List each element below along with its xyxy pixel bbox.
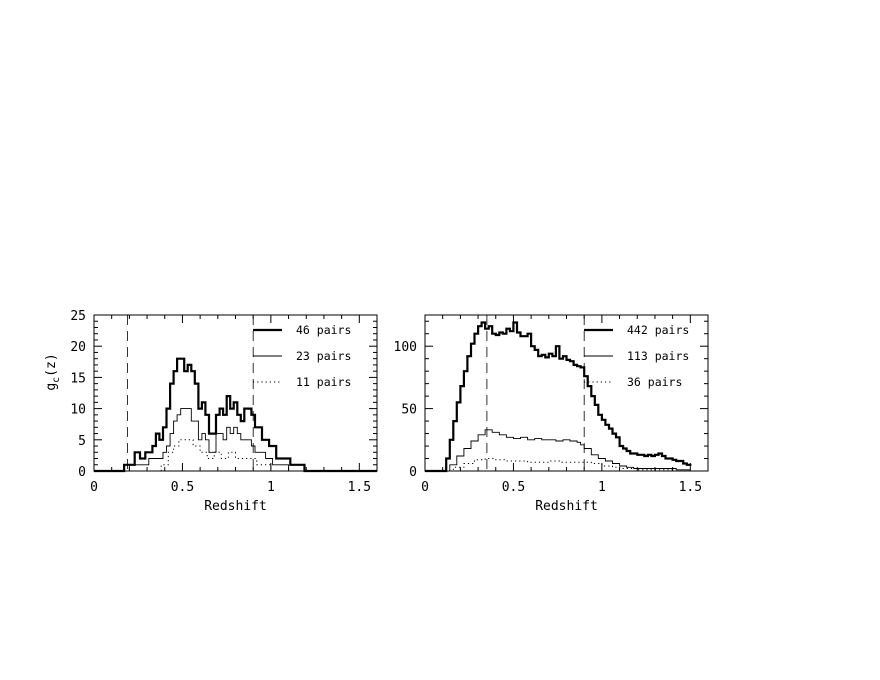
y-tick-label: 25 <box>70 309 86 324</box>
x-tick-label: 1 <box>598 480 606 495</box>
x-tick-label: 0.5 <box>171 480 194 495</box>
legend-label: 11 pairs <box>296 375 351 389</box>
left-y-axis-title: gc(z) <box>44 353 62 390</box>
right-chart-panel: 0 0.5 1 1.5 0 50 100 Redshift 442 pairs 113 pairs… <box>394 314 709 514</box>
y-tick-label: 50 <box>401 403 417 418</box>
y-tick-label: 15 <box>70 371 86 386</box>
left-chart-panel: gc(z) 0 0.5 1 1.5 0 5 10 15 20 25 Redshift 46 pairs… <box>44 309 378 514</box>
legend-label: 46 pairs <box>296 323 351 337</box>
series-line-113-pairs <box>425 429 691 472</box>
y-tick-label: 0 <box>78 465 86 480</box>
x-tick-label: 0.5 <box>502 480 525 495</box>
plot-frame <box>93 314 378 472</box>
x-tick-label: 1.5 <box>348 480 371 495</box>
legend-label: 113 pairs <box>627 349 689 363</box>
series-line-11-pairs <box>94 439 377 472</box>
y-tick-label: 0 <box>409 465 417 480</box>
x-tick-label: 1.5 <box>679 480 702 495</box>
x-tick-label: 1 <box>267 480 275 495</box>
legend-label: 36 pairs <box>627 375 682 389</box>
x-axis-title: Redshift <box>535 499 598 514</box>
legend-label: 23 pairs <box>296 349 351 363</box>
x-tick-label: 0 <box>421 480 429 495</box>
y-tick-label: 10 <box>70 403 86 418</box>
series-line-36-pairs <box>425 458 691 472</box>
y-tick-label: 5 <box>78 434 86 449</box>
plot-frame <box>424 314 709 472</box>
x-axis-title: Redshift <box>204 499 267 514</box>
legend-label: 442 pairs <box>627 323 689 337</box>
series-line-442-pairs <box>425 321 692 473</box>
x-tick-label: 0 <box>90 480 98 495</box>
series-line-46-pairs <box>94 357 377 473</box>
y-tick-label: 20 <box>70 340 86 355</box>
y-tick-label: 100 <box>394 340 417 355</box>
series-line-23-pairs <box>94 408 377 472</box>
